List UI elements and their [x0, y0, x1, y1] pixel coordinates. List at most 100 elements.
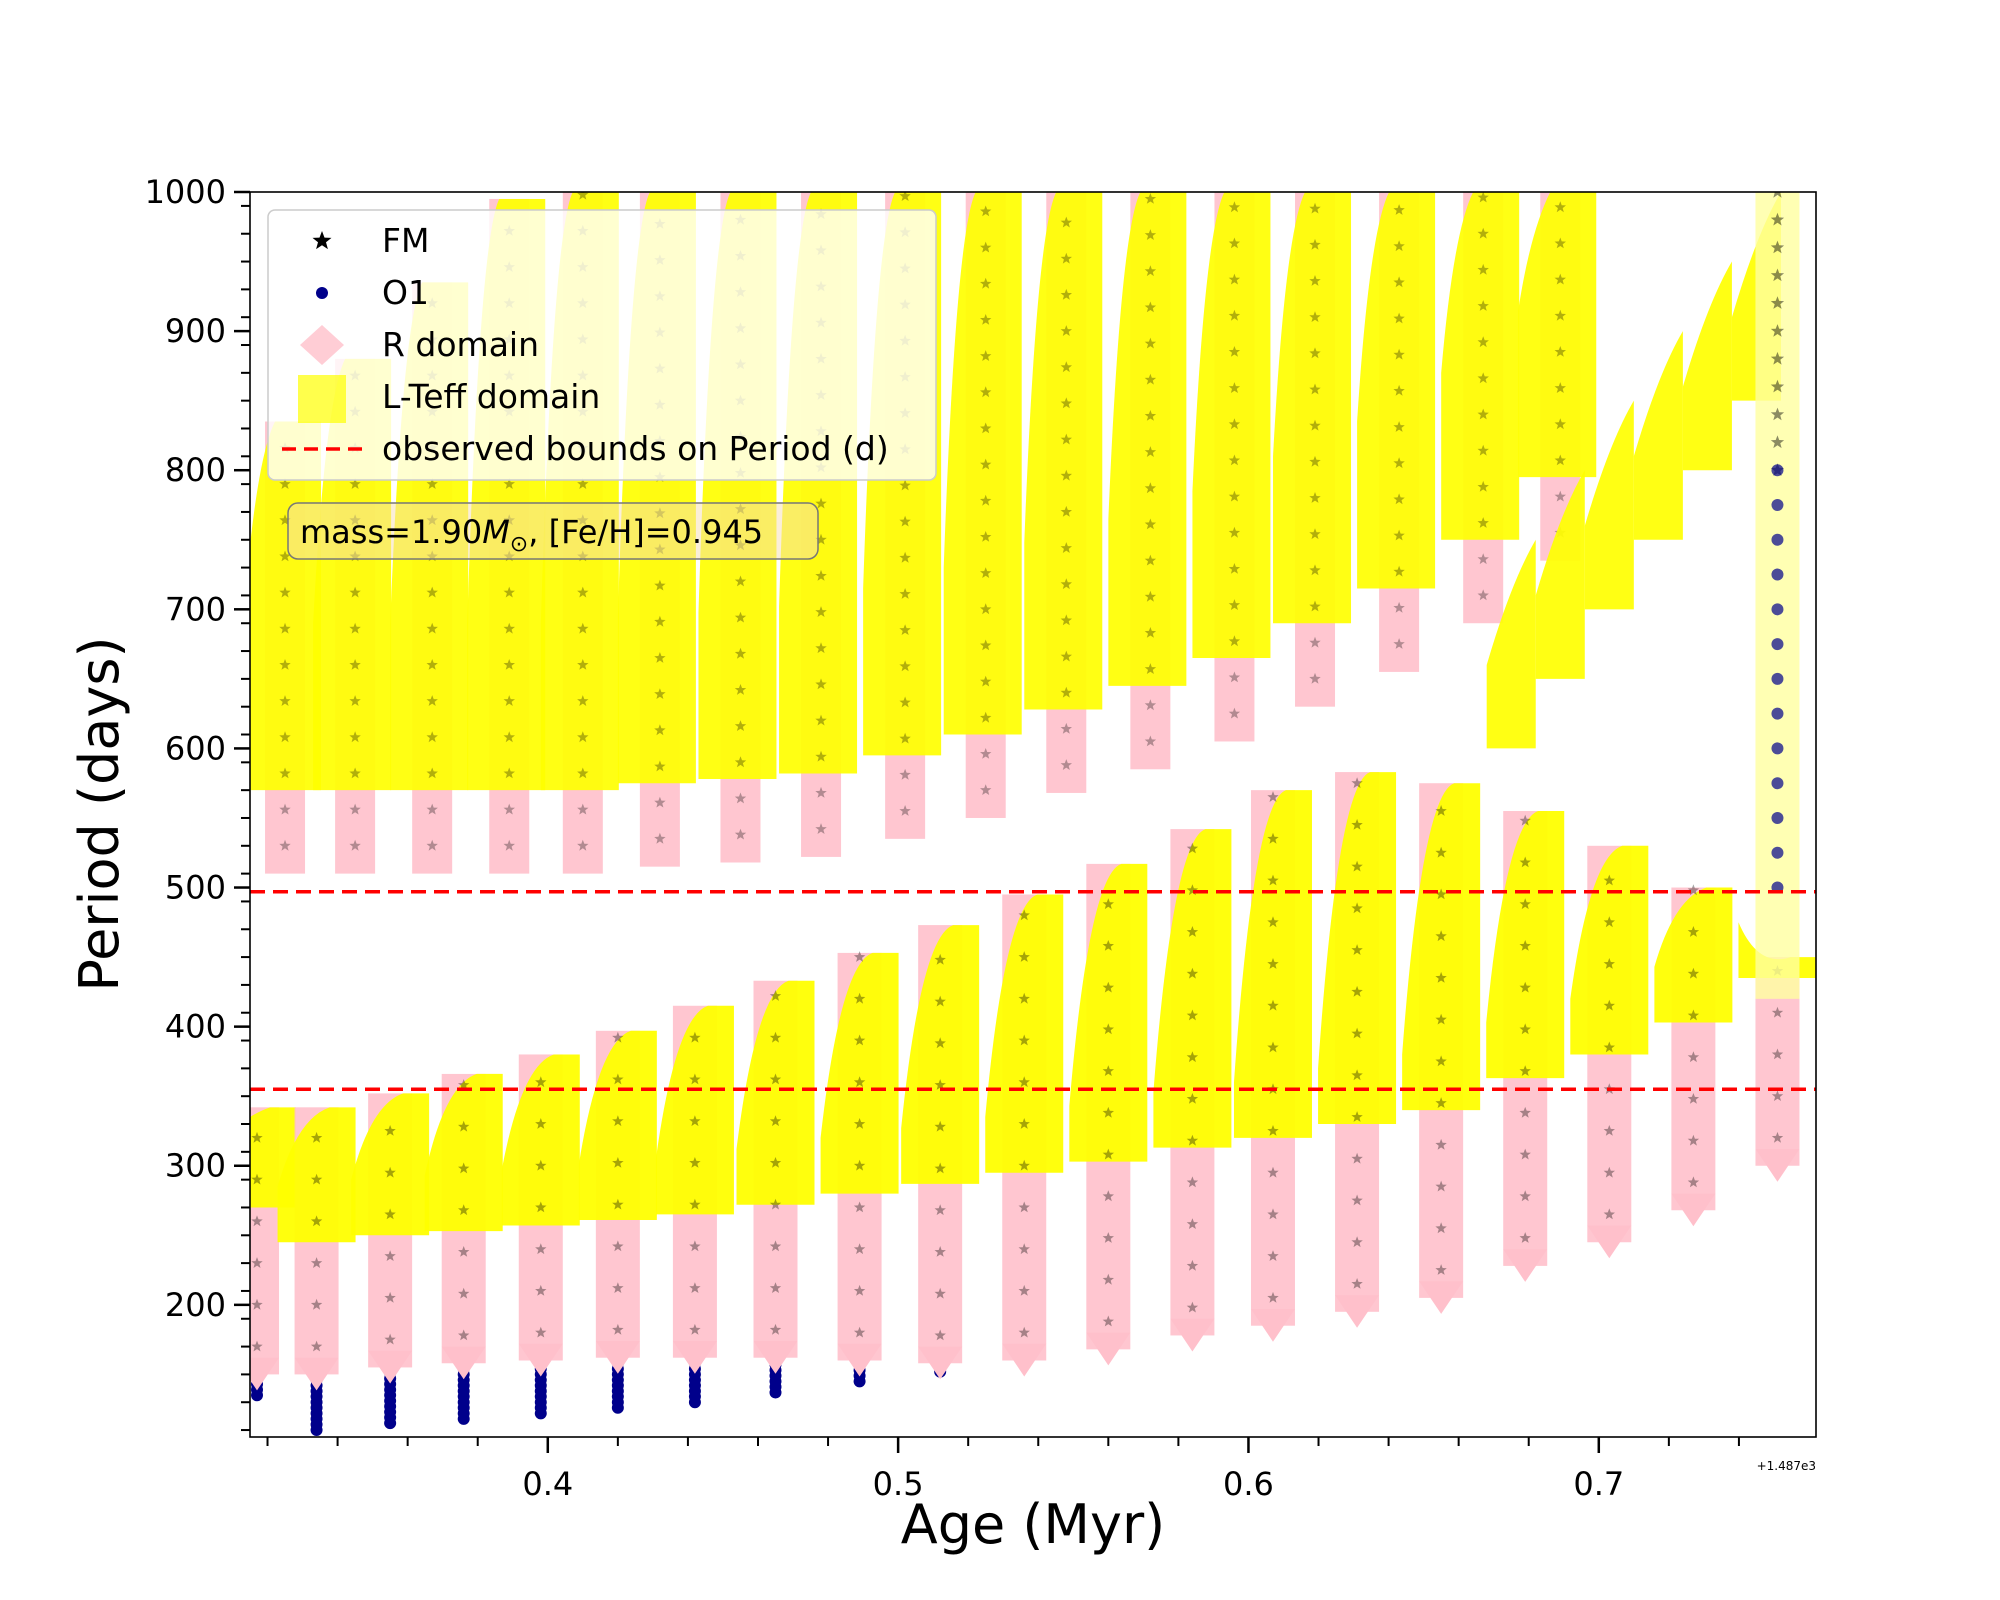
fm-point	[1144, 590, 1157, 602]
fm-point	[1770, 435, 1785, 449]
fm-point	[1228, 635, 1241, 647]
fm-point	[1060, 505, 1072, 517]
fm-point	[654, 832, 666, 844]
fm-point	[1393, 421, 1405, 432]
fm-point	[734, 756, 747, 768]
fm-point	[1435, 1097, 1447, 1108]
fm-point	[426, 586, 438, 598]
fm-point	[1435, 1180, 1447, 1192]
fm-point	[1477, 372, 1489, 384]
fm-point	[1060, 578, 1072, 590]
fm-point	[980, 422, 992, 434]
legend: FM O1 R domain L-Teff domain observed bo…	[267, 209, 937, 481]
fm-point	[1603, 874, 1615, 886]
fm-point	[1603, 916, 1615, 928]
fm-point	[1393, 312, 1405, 324]
fm-point	[349, 731, 361, 743]
fm-point	[934, 1246, 946, 1257]
r-domain-diamond	[837, 1343, 882, 1377]
fm-point	[1477, 336, 1489, 348]
x-tick-label: 0.5	[873, 1465, 924, 1503]
l-teff-domain-segment	[1535, 470, 1585, 679]
fm-point	[279, 514, 291, 526]
l-teff-domain-band	[1024, 192, 1103, 710]
fm-point	[251, 1340, 263, 1352]
fm-point	[279, 622, 291, 634]
fm-point	[1228, 201, 1241, 213]
r-domain-diamond	[1086, 1332, 1131, 1366]
fm-point	[1309, 347, 1321, 359]
r-domain-diamond	[753, 1341, 798, 1374]
fm-point	[815, 497, 827, 509]
x-axis: 0.4 0.5 0.6 0.7	[266, 1437, 1740, 1503]
annotation-text: mass=1.90M⊙, [Fe/H]=0.945	[300, 513, 763, 557]
fm-point	[1102, 898, 1114, 910]
fm-point	[734, 828, 747, 840]
fm-point	[1018, 1201, 1030, 1213]
fm-point	[577, 659, 589, 670]
fm-point	[349, 695, 361, 706]
lower-track-4	[501, 1054, 580, 1420]
fm-point	[1144, 446, 1157, 457]
upper-track-10	[1024, 192, 1103, 793]
fm-point	[1519, 1232, 1531, 1243]
fm-point	[1519, 1106, 1531, 1118]
fm-point	[815, 678, 827, 690]
fm-point	[1018, 909, 1030, 921]
fm-point	[1309, 275, 1321, 286]
fm-point	[769, 990, 782, 1001]
fm-point	[1102, 1273, 1114, 1285]
fm-point	[980, 675, 992, 687]
fm-point	[349, 659, 361, 670]
fm-point	[1060, 722, 1072, 734]
fm-point	[1228, 309, 1241, 321]
fm-point	[1186, 967, 1199, 979]
fm-point	[899, 588, 911, 599]
fm-point	[1228, 526, 1241, 538]
lower-track-0	[250, 1107, 297, 1402]
fm-point	[1060, 469, 1072, 481]
annotation-prefix: mass=1.90	[300, 513, 482, 551]
fm-point	[899, 624, 911, 635]
l-teff-domain-band	[943, 192, 1022, 735]
fm-point	[1351, 777, 1363, 789]
fm-point	[1309, 600, 1321, 612]
fm-point	[1554, 490, 1566, 502]
l-teff-domain-segment	[1486, 539, 1536, 749]
fm-point	[1018, 1284, 1030, 1296]
fm-point	[980, 241, 992, 253]
fm-point	[1435, 971, 1447, 983]
fm-point	[934, 1287, 946, 1299]
fm-point	[1435, 1055, 1447, 1067]
fm-point	[535, 1326, 547, 1338]
fm-point	[426, 731, 438, 743]
fm-point	[1393, 457, 1405, 469]
fm-point	[1060, 650, 1072, 662]
fm-point	[1771, 1006, 1784, 1018]
fm-point	[1186, 1051, 1199, 1063]
fm-point	[899, 732, 911, 744]
fm-point	[1018, 1076, 1030, 1088]
l-teff-domain-band	[655, 1005, 734, 1215]
fm-point	[1018, 1243, 1030, 1255]
fm-point	[934, 1120, 946, 1132]
fm-point	[1351, 818, 1363, 830]
legend-label-l-teff-domain: L-Teff domain	[382, 377, 600, 416]
fm-point	[251, 1215, 263, 1227]
fm-point	[1309, 672, 1321, 684]
fm-point	[1393, 276, 1405, 288]
fm-point	[1477, 589, 1489, 601]
fm-point	[349, 586, 361, 598]
fm-point	[426, 767, 438, 779]
fm-point	[1435, 1013, 1447, 1025]
fm-point	[1060, 614, 1072, 626]
l-teff-domain-band	[1108, 192, 1187, 686]
r-domain-diamond	[518, 1343, 563, 1377]
fm-point	[612, 1282, 624, 1293]
y-tick-label: 200	[165, 1286, 226, 1324]
observed-bounds-layer	[250, 889, 1816, 1091]
lower-track-15	[1402, 783, 1481, 1314]
r-domain-diamond	[1671, 1193, 1716, 1227]
fm-point	[1102, 1315, 1114, 1327]
fm-point	[1102, 1232, 1114, 1243]
